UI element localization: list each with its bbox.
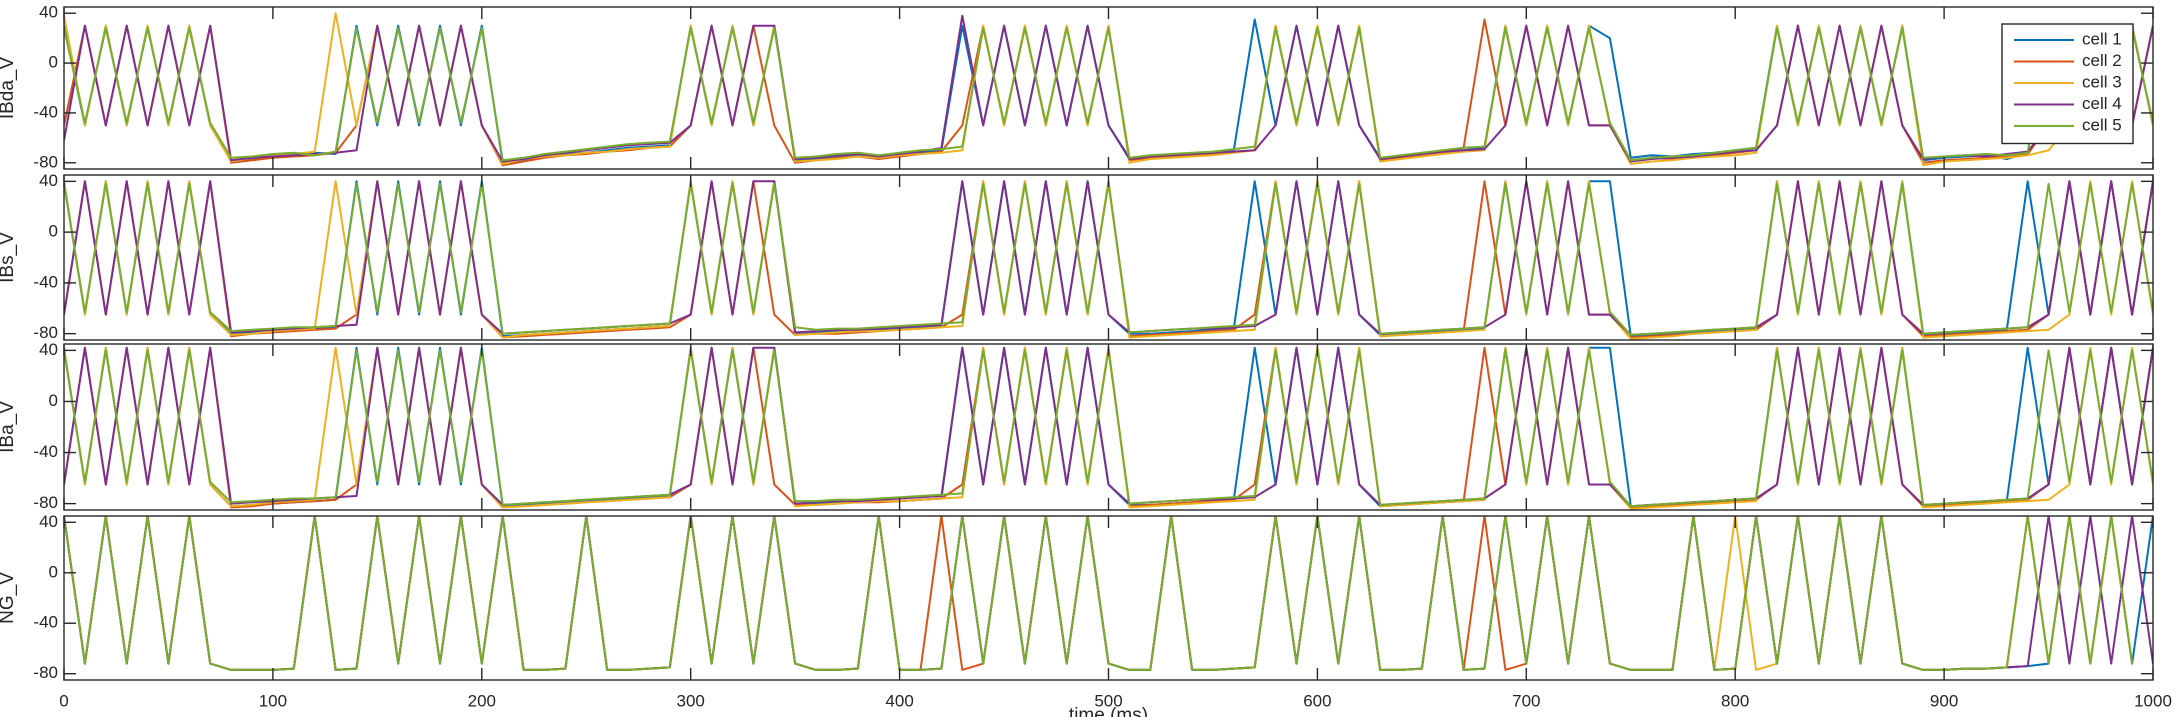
y-tick-label: -80 — [33, 663, 58, 682]
axes-box — [63, 515, 2154, 681]
plot-area — [64, 516, 2153, 671]
y-tick-label: 40 — [39, 340, 58, 359]
y-tick-label: -40 — [33, 272, 58, 291]
y-tick-label: 40 — [39, 512, 58, 531]
y-tick-label: -40 — [33, 102, 58, 121]
legend-label: cell 4 — [2082, 94, 2122, 113]
trace — [64, 180, 2153, 336]
plot-area — [64, 346, 2153, 510]
trace — [64, 12, 2153, 167]
y-tick-label: 40 — [39, 3, 58, 22]
legend-label: cell 2 — [2082, 51, 2122, 70]
y-tick-label: 0 — [49, 391, 58, 410]
y-axis-label: IBa_V — [0, 401, 18, 453]
x-axis-label: time (ms) — [1069, 705, 1148, 717]
y-tick-label: -40 — [33, 442, 58, 461]
x-tick-label: 700 — [1512, 691, 1540, 710]
y-tick-label: -80 — [33, 493, 58, 512]
y-tick-label: -80 — [33, 152, 58, 171]
trace — [64, 18, 2153, 167]
legend-label: cell 1 — [2082, 29, 2122, 48]
x-tick-label: 800 — [1721, 691, 1749, 710]
y-tick-label: 0 — [49, 222, 58, 241]
trace — [64, 27, 2153, 162]
plot-area — [64, 12, 2153, 167]
y-axis-label: IBs_V — [0, 232, 18, 283]
x-tick-label: 600 — [1303, 691, 1331, 710]
x-tick-label: 500 — [1094, 691, 1122, 710]
y-axis-label: IBda_V — [0, 57, 18, 120]
x-tick-label: 400 — [885, 691, 913, 710]
y-tick-label: -80 — [33, 323, 58, 342]
y-tick-label: 0 — [49, 562, 58, 581]
x-tick-label: 900 — [1930, 691, 1958, 710]
y-tick-label: 40 — [39, 171, 58, 190]
legend-label: cell 5 — [2082, 115, 2122, 134]
trace — [64, 516, 2153, 671]
x-tick-label: 1000 — [2134, 691, 2172, 710]
x-tick-label: 100 — [259, 691, 287, 710]
trace — [64, 516, 2153, 671]
trace — [64, 14, 2153, 163]
plot-area — [64, 180, 2153, 340]
y-axis-label: NG_V — [0, 572, 18, 624]
trace — [64, 516, 2134, 671]
x-tick-label: 300 — [677, 691, 705, 710]
y-tick-label: -40 — [33, 613, 58, 632]
trace — [64, 18, 2153, 164]
legend-label: cell 3 — [2082, 72, 2122, 91]
x-tick-label: 200 — [468, 691, 496, 710]
y-tick-label: 0 — [49, 53, 58, 72]
trace — [64, 346, 2153, 508]
x-tick-label: 0 — [59, 691, 68, 710]
